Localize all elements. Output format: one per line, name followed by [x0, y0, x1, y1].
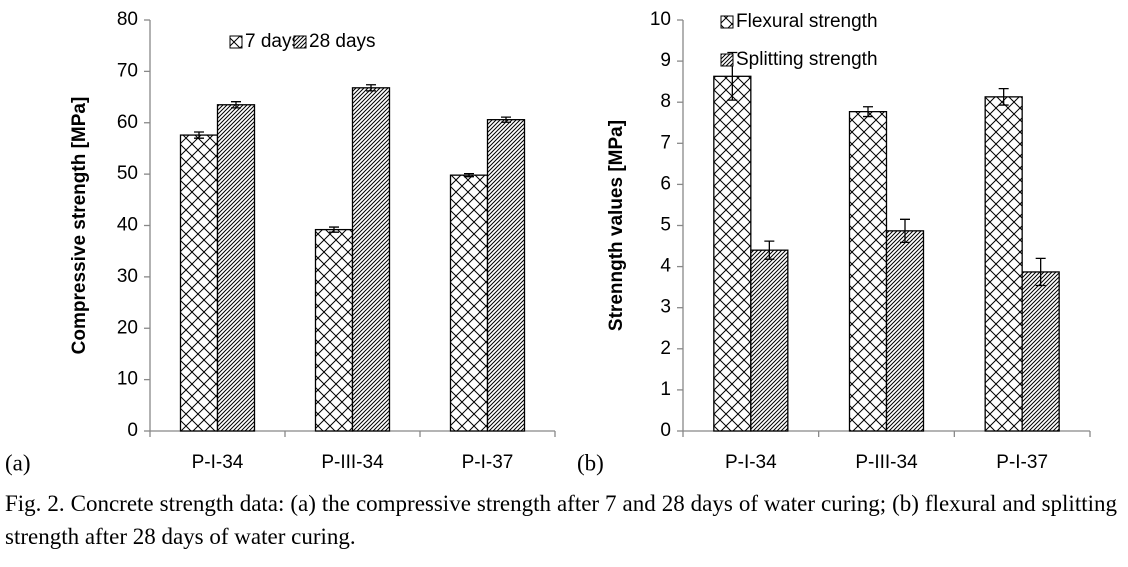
y-tick-label: 4 [660, 256, 671, 277]
legend-swatch [229, 35, 243, 49]
y-tick-label: 50 [117, 163, 138, 184]
legend-swatch [720, 15, 734, 29]
panel-label: (b) [577, 450, 604, 475]
error-bar [366, 84, 376, 92]
error-bar [194, 131, 204, 139]
caption: Fig. 2. Concrete strength data: (a) the … [5, 491, 1117, 549]
y-tick-label: 6 [660, 173, 671, 194]
panel-label: (a) [5, 450, 31, 475]
y-tick-label: 70 [117, 60, 138, 81]
error-bar [900, 218, 910, 244]
y-tick-label: 8 [660, 91, 671, 112]
error-bar [998, 87, 1009, 106]
error-bar [863, 106, 873, 118]
bar [984, 96, 1023, 432]
error-bar [501, 116, 511, 123]
x-tick-label: P-III-34 [321, 452, 384, 473]
bar [1021, 271, 1060, 432]
legend-label: Flexural strength [736, 11, 878, 32]
legend-label: Splitting strength [736, 49, 878, 70]
error-bar [764, 240, 775, 260]
bar [314, 228, 354, 432]
error-bar [464, 172, 474, 178]
bar [449, 174, 489, 432]
x-tick-label: P-I-34 [725, 452, 777, 473]
bar [351, 87, 391, 432]
y-tick-label: 10 [117, 369, 138, 390]
x-tick-label: P-I-34 [192, 452, 244, 473]
x-tick-label: P-I-37 [462, 452, 514, 473]
y-tick-label: 1 [660, 379, 671, 400]
y-tick-label: 3 [660, 297, 671, 318]
y-tick-label: 2 [660, 338, 671, 359]
error-bar [1035, 257, 1046, 287]
error-bar [231, 101, 241, 109]
y-tick-label: 0 [127, 420, 138, 441]
bar [486, 119, 526, 432]
y-tick-label: 10 [650, 9, 671, 30]
x-tick-label: P-III-34 [855, 452, 918, 473]
error-bar [329, 226, 339, 233]
y-axis-title: Strenngth values [MPa] [606, 120, 627, 331]
y-tick-label: 0 [660, 420, 671, 441]
y-tick-label: 20 [117, 317, 138, 338]
y-tick-label: 40 [117, 215, 138, 236]
y-tick-label: 7 [660, 132, 671, 153]
bar [713, 75, 752, 432]
legend-swatch [720, 53, 734, 67]
legend-swatch [293, 35, 307, 49]
y-tick-label: 60 [117, 112, 138, 133]
bar [179, 134, 219, 432]
bar [216, 104, 256, 432]
legend-label: 28 days [309, 31, 376, 52]
x-tick-label: P-I-37 [996, 452, 1048, 473]
y-tick-label: 5 [660, 215, 671, 236]
legend-label: 7 days [245, 31, 301, 52]
bar [848, 111, 888, 432]
y-axis-title: Compressive strength [MPa] [69, 97, 90, 355]
y-tick-label: 30 [117, 266, 138, 287]
y-tick-label: 80 [117, 9, 138, 30]
bar [885, 230, 925, 432]
bar [750, 249, 789, 432]
y-tick-label: 9 [660, 50, 671, 71]
